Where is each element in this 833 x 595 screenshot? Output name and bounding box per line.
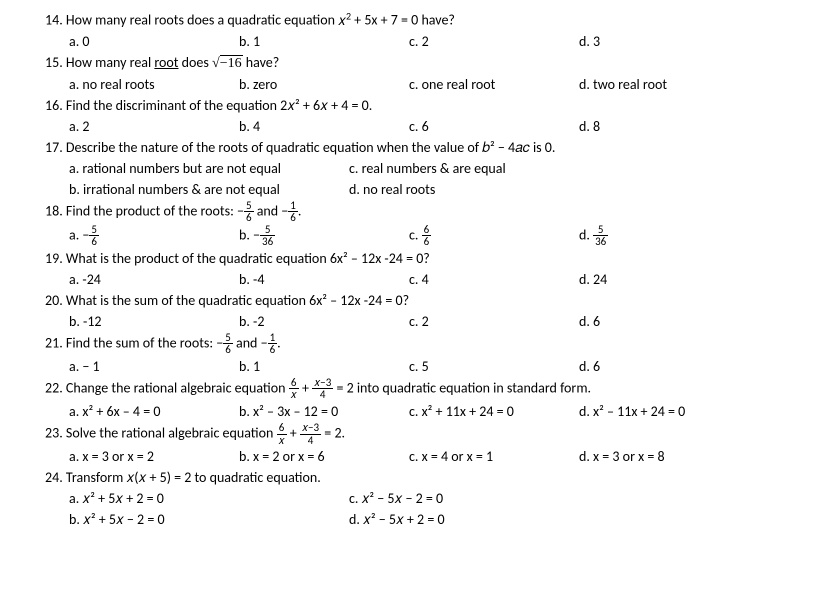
option-a: a. no real roots — [69, 74, 239, 95]
option-a: a. -24 — [69, 269, 239, 290]
question-stem: 17. Describe the nature of the roots of … — [45, 137, 833, 158]
question-stem: 23. Solve the rational algebraic equatio… — [45, 422, 833, 446]
option-c: c. 𝑥² − 5𝑥 − 2 = 0 — [349, 488, 629, 509]
question-24: 24. Transform 𝑥(𝑥 + 5) = 2 to quadratic … — [45, 467, 833, 530]
question-number: 19. — [45, 250, 63, 267]
option-c: c. 2 — [409, 31, 579, 52]
question-16: 16. Find the discriminant of the equatio… — [45, 95, 833, 137]
option-d: d. 536 — [579, 224, 749, 248]
question-stem: 16. Find the discriminant of the equatio… — [45, 95, 833, 116]
option-c: c. 2 — [409, 311, 579, 332]
option-d: d. 𝑥² − 5𝑥 + 2 = 0 — [349, 509, 629, 530]
options: a. x = 3 or x = 2 b. x = 2 or x = 6 c. x… — [45, 446, 833, 467]
question-19: 19. What is the product of the quadratic… — [45, 248, 833, 290]
option-b: b. x² – 3x – 12 = 0 — [239, 401, 409, 422]
options: a. -24 b. -4 c. 4 d. 24 — [45, 269, 833, 290]
option-a: a. −56 — [69, 224, 239, 248]
question-stem: 20. What is the sum of the quadratic equ… — [45, 290, 833, 311]
options: a. rational numbers but are not equal c.… — [45, 158, 833, 179]
option-c: c. x = 4 or x = 1 — [409, 446, 579, 467]
question-21: 21. Find the sum of the roots: −56 and −… — [45, 332, 833, 377]
options: a. − 1 b. 1 c. 5 d. 6 — [45, 356, 833, 377]
question-stem: 14. How many real roots does a quadratic… — [45, 8, 833, 31]
options: a. x² + 6x – 4 = 0 b. x² – 3x – 12 = 0 c… — [45, 401, 833, 422]
option-b: b. 1 — [239, 31, 409, 52]
question-number: 17. — [45, 139, 63, 156]
question-15: 15. How many real root does √−16 have? a… — [45, 52, 833, 95]
option-b: b. irrational numbers & are not equal — [69, 179, 349, 200]
question-number: 24. — [45, 469, 63, 486]
option-d: d. x² – 11x + 24 = 0 — [579, 401, 749, 422]
radical-icon: √−16 — [212, 55, 243, 71]
question-stem: 15. How many real root does √−16 have? — [45, 52, 833, 74]
option-a: a. x² + 6x – 4 = 0 — [69, 401, 239, 422]
question-20: 20. What is the sum of the quadratic equ… — [45, 290, 833, 332]
question-number: 23. — [45, 424, 63, 441]
question-number: 21. — [45, 334, 63, 351]
option-b: b. -2 — [239, 311, 409, 332]
question-number: 22. — [45, 379, 63, 396]
question-stem: 22. Change the rational algebraic equati… — [45, 377, 833, 401]
option-a: a. 0 — [69, 31, 239, 52]
options: a. −56 b. −536 c. 66 d. 536 — [45, 224, 833, 248]
question-stem: 21. Find the sum of the roots: −56 and −… — [45, 332, 833, 356]
option-d: d. 6 — [579, 311, 749, 332]
option-c: c. 4 — [409, 269, 579, 290]
option-c: c. x² + 11x + 24 = 0 — [409, 401, 579, 422]
question-number: 18. — [45, 202, 63, 219]
option-b: b. −536 — [239, 224, 409, 248]
option-b: b. -4 — [239, 269, 409, 290]
option-d: d. 24 — [579, 269, 749, 290]
options: a. 𝑥² + 5𝑥 + 2 = 0 c. 𝑥² − 5𝑥 − 2 = 0 — [45, 488, 833, 509]
question-22: 22. Change the rational algebraic equati… — [45, 377, 833, 422]
option-c: c. 66 — [409, 224, 579, 248]
option-d: d. 6 — [579, 356, 749, 377]
options: a. 2 b. 4 c. 6 d. 8 — [45, 116, 833, 137]
option-c: c. 5 — [409, 356, 579, 377]
option-a: a. 𝑥² + 5𝑥 + 2 = 0 — [69, 488, 349, 509]
option-d: d. no real roots — [349, 179, 629, 200]
options: a. no real roots b. zero c. one real roo… — [45, 74, 833, 95]
question-number: 14. — [45, 12, 63, 29]
options: b. -12 b. -2 c. 2 d. 6 — [45, 311, 833, 332]
option-b: b. x = 2 or x = 6 — [239, 446, 409, 467]
option-c: c. 6 — [409, 116, 579, 137]
question-number: 16. — [45, 97, 63, 114]
option-a: a. x = 3 or x = 2 — [69, 446, 239, 467]
question-stem: 24. Transform 𝑥(𝑥 + 5) = 2 to quadratic … — [45, 467, 833, 488]
options: a. 0 b. 1 c. 2 d. 3 — [45, 31, 833, 52]
question-14: 14. How many real roots does a quadratic… — [45, 8, 833, 52]
question-number: 20. — [45, 292, 63, 309]
question-23: 23. Solve the rational algebraic equatio… — [45, 422, 833, 467]
option-a: a. − 1 — [69, 356, 239, 377]
option-b: b. zero — [239, 74, 409, 95]
option-b: b. 𝑥² + 5𝑥 − 2 = 0 — [69, 509, 349, 530]
option-d: d. two real root — [579, 74, 749, 95]
option-b: b. 1 — [239, 356, 409, 377]
option-c: c. real numbers & are equal — [349, 158, 629, 179]
question-number: 15. — [45, 54, 63, 71]
question-stem: 19. What is the product of the quadratic… — [45, 248, 833, 269]
option-a: a. rational numbers but are not equal — [69, 158, 349, 179]
question-17: 17. Describe the nature of the roots of … — [45, 137, 833, 200]
question-stem: 18. Find the product of the roots: −56 a… — [45, 200, 833, 224]
option-c: c. one real root — [409, 74, 579, 95]
option-d: d. x = 3 or x = 8 — [579, 446, 749, 467]
option-d: d. 3 — [579, 31, 749, 52]
option-a: b. -12 — [69, 311, 239, 332]
option-a: a. 2 — [69, 116, 239, 137]
options: b. 𝑥² + 5𝑥 − 2 = 0 d. 𝑥² − 5𝑥 + 2 = 0 — [45, 509, 833, 530]
option-b: b. 4 — [239, 116, 409, 137]
question-18: 18. Find the product of the roots: −56 a… — [45, 200, 833, 248]
options: b. irrational numbers & are not equal d.… — [45, 179, 833, 200]
option-d: d. 8 — [579, 116, 749, 137]
